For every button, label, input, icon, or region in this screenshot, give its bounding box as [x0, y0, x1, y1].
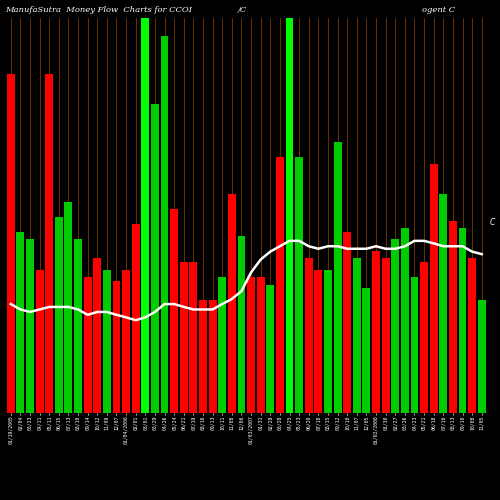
Bar — [74, 240, 82, 412]
Bar — [122, 270, 130, 412]
Bar — [94, 258, 101, 412]
Bar — [132, 224, 140, 412]
Bar — [353, 258, 360, 412]
Bar — [401, 228, 409, 412]
Bar — [343, 232, 351, 412]
Bar — [64, 202, 72, 412]
Bar — [314, 270, 322, 412]
Bar — [266, 284, 274, 412]
Bar — [286, 18, 294, 412]
Bar — [468, 258, 476, 412]
Bar — [238, 236, 246, 412]
Text: ManufaSutra  Money Flow  Charts for CCOI: ManufaSutra Money Flow Charts for CCOI — [5, 6, 192, 14]
Bar — [382, 258, 390, 412]
Bar — [218, 277, 226, 412]
Bar — [36, 270, 44, 412]
Bar — [392, 240, 399, 412]
Bar — [449, 220, 457, 412]
Bar — [410, 277, 418, 412]
Bar — [295, 156, 303, 412]
Bar — [334, 142, 342, 412]
Bar — [430, 164, 438, 412]
Bar — [151, 104, 159, 412]
Text: ogent C: ogent C — [422, 6, 456, 14]
Bar — [228, 194, 236, 412]
Bar — [256, 277, 264, 412]
Bar — [276, 156, 284, 412]
Bar — [180, 262, 188, 412]
Text: /C: /C — [238, 6, 247, 14]
Bar — [199, 300, 207, 412]
Bar — [372, 250, 380, 412]
Text: C: C — [490, 218, 496, 228]
Bar — [26, 240, 34, 412]
Bar — [247, 277, 255, 412]
Bar — [142, 18, 150, 412]
Bar — [324, 270, 332, 412]
Bar — [458, 228, 466, 412]
Bar — [420, 262, 428, 412]
Bar — [103, 270, 111, 412]
Bar — [478, 300, 486, 412]
Bar — [208, 300, 216, 412]
Bar — [170, 210, 178, 412]
Bar — [16, 232, 24, 412]
Bar — [190, 262, 198, 412]
Bar — [84, 277, 92, 412]
Bar — [440, 194, 447, 412]
Bar — [7, 74, 14, 412]
Bar — [362, 288, 370, 412]
Bar — [55, 217, 63, 412]
Bar — [46, 74, 53, 412]
Bar — [160, 36, 168, 412]
Bar — [305, 258, 312, 412]
Bar — [112, 281, 120, 412]
